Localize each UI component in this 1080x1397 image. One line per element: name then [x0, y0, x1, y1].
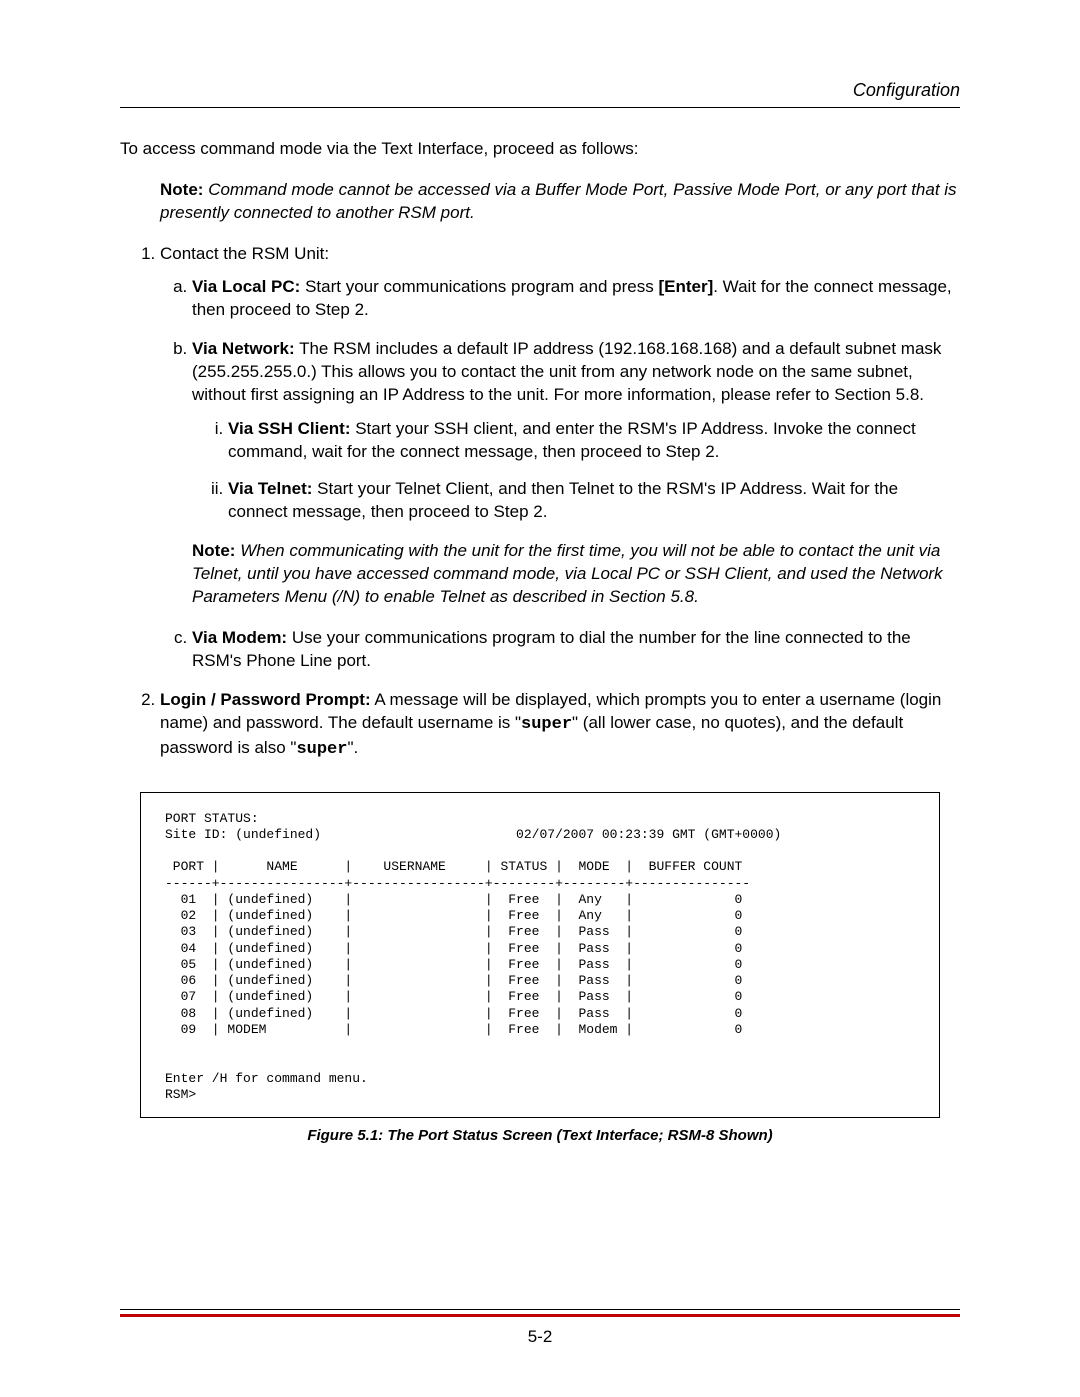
body-content: To access command mode via the Text Inte… — [120, 138, 960, 1146]
footer-region: 5-2 — [120, 1309, 960, 1347]
page: Configuration To access command mode via… — [0, 0, 1080, 1397]
fig-l2: Site ID: (undefined) 02/07/2007 00:23:39… — [165, 827, 781, 842]
step-1b-sublist: Via SSH Client: Start your SSH client, a… — [192, 418, 960, 524]
step-1b-i: Via SSH Client: Start your SSH client, a… — [228, 418, 960, 464]
fig-help: Enter /H for command menu. — [165, 1071, 368, 1086]
fig-prompt: RSM> — [165, 1087, 196, 1102]
step-1b-ii: Via Telnet: Start your Telnet Client, an… — [228, 478, 960, 524]
step-1b-i-label: Via SSH Client: — [228, 419, 351, 438]
fig-l1: PORT STATUS: — [165, 811, 259, 826]
step-1b-ii-label: Via Telnet: — [228, 479, 312, 498]
main-ordered-list: Contact the RSM Unit: Via Local PC: Star… — [120, 243, 960, 762]
step-1c-text: Use your communications program to dial … — [192, 628, 911, 670]
footer-rule-black — [120, 1309, 960, 1310]
note-label: Note: — [160, 180, 203, 199]
figure-box: PORT STATUS: Site ID: (undefined) 02/07/… — [140, 792, 940, 1119]
header-title: Configuration — [120, 80, 960, 101]
note-2-text: When communicating with the unit for the… — [192, 541, 943, 606]
enter-key: [Enter] — [658, 277, 713, 296]
step-1a: Via Local PC: Start your communications … — [192, 276, 960, 322]
step-1b-label: Via Network: — [192, 339, 295, 358]
note-block-2: Note: When communicating with the unit f… — [192, 540, 960, 609]
note-block-1: Note: Command mode cannot be accessed vi… — [160, 179, 960, 225]
step-1c: Via Modem: Use your communications progr… — [192, 627, 960, 673]
note-2-label: Note: — [192, 541, 235, 560]
step-2: Login / Password Prompt: A message will … — [160, 689, 960, 762]
fig-r9: 09 | MODEM | | Free | Modem | 0 — [165, 1022, 742, 1037]
step-1c-label: Via Modem: — [192, 628, 287, 647]
step-1b-ii-text: Start your Telnet Client, and then Telne… — [228, 479, 898, 521]
step-2-post: ". — [347, 738, 358, 757]
fig-r8: 08 | (undefined) | | Free | Pass | 0 — [165, 1006, 742, 1021]
fig-r3: 03 | (undefined) | | Free | Pass | 0 — [165, 924, 742, 939]
fig-r1: 01 | (undefined) | | Free | Any | 0 — [165, 892, 742, 907]
step-1a-label: Via Local PC: — [192, 277, 300, 296]
fig-r6: 06 | (undefined) | | Free | Pass | 0 — [165, 973, 742, 988]
step-1b: Via Network: The RSM includes a default … — [192, 338, 960, 609]
fig-rule: ------+----------------+----------------… — [165, 876, 750, 891]
code-super-1: super — [521, 715, 572, 734]
fig-r5: 05 | (undefined) | | Free | Pass | 0 — [165, 957, 742, 972]
fig-hdr: PORT | NAME | USERNAME | STATUS | MODE |… — [165, 859, 742, 874]
fig-r7: 07 | (undefined) | | Free | Pass | 0 — [165, 989, 742, 1004]
step-2-label: Login / Password Prompt: — [160, 690, 371, 709]
note-text: Command mode cannot be accessed via a Bu… — [160, 180, 957, 222]
step-1b-text: The RSM includes a default IP address (1… — [192, 339, 941, 404]
code-super-2: super — [296, 740, 347, 759]
fig-r2: 02 | (undefined) | | Free | Any | 0 — [165, 908, 742, 923]
step-1-lead: Contact the RSM Unit: — [160, 244, 329, 263]
intro-text: To access command mode via the Text Inte… — [120, 138, 960, 161]
header-region: Configuration — [120, 80, 960, 108]
step-1: Contact the RSM Unit: Via Local PC: Star… — [160, 243, 960, 673]
fig-r4: 04 | (undefined) | | Free | Pass | 0 — [165, 941, 742, 956]
footer-rule-red — [120, 1314, 960, 1317]
figure-caption: Figure 5.1: The Port Status Screen (Text… — [120, 1126, 960, 1146]
page-number: 5-2 — [120, 1327, 960, 1347]
step-1a-pre: Start your communications program and pr… — [300, 277, 658, 296]
step-1-sublist: Via Local PC: Start your communications … — [160, 276, 960, 673]
